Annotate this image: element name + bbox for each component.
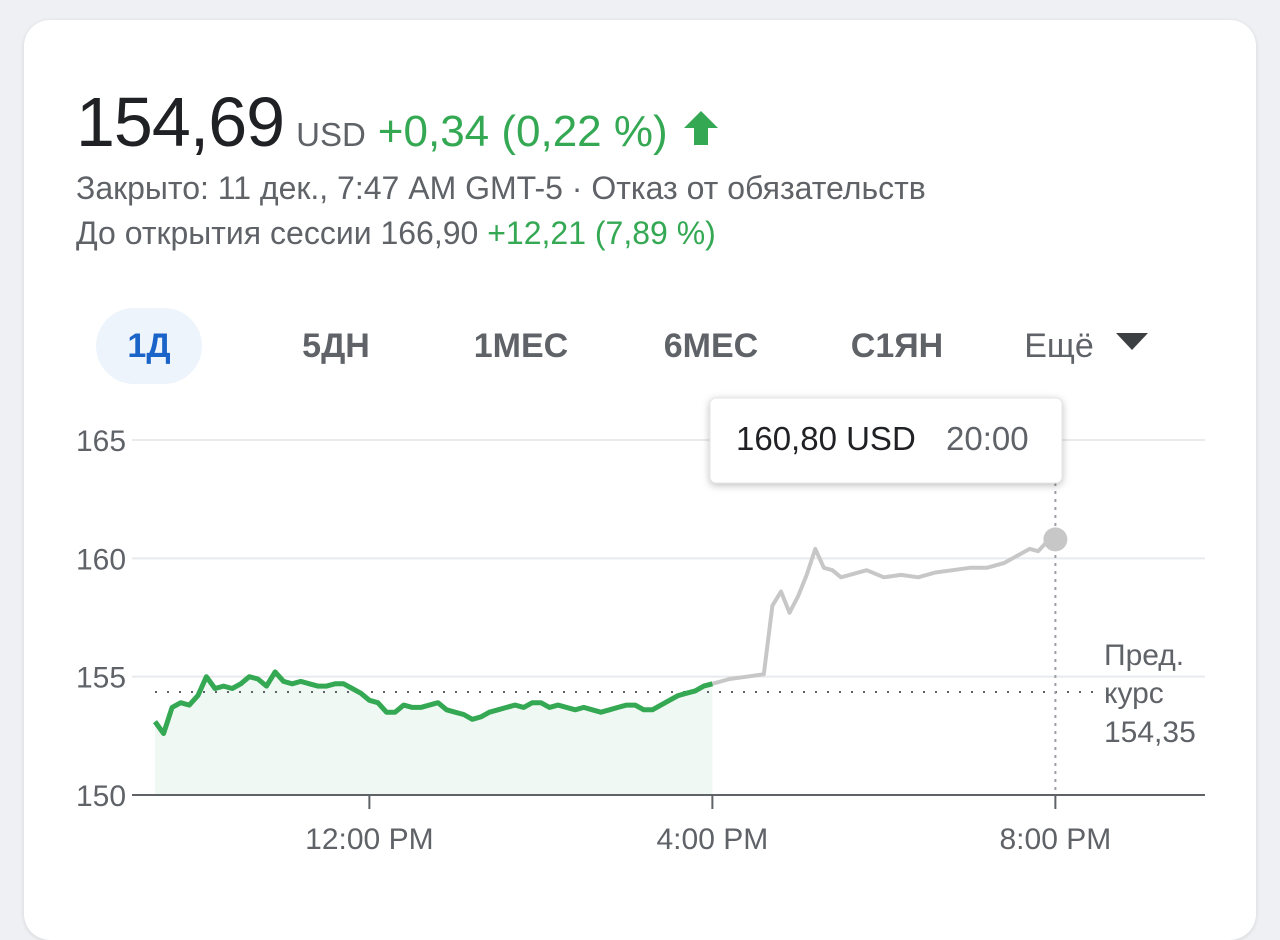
price-row: 154,69 USD +0,34 (0,22 %) — [76, 82, 720, 162]
tab-5d[interactable]: 5ДН — [302, 327, 370, 365]
tab-6m[interactable]: 6МЕС — [663, 327, 759, 365]
prev-close-value: 154,35 — [1104, 716, 1196, 749]
y-tick-label: 160 — [76, 543, 126, 576]
more-dropdown[interactable]: Ещё — [1016, 308, 1156, 384]
current-price: 154,69 — [76, 83, 285, 161]
tab-1m[interactable]: 1МЕС — [473, 327, 569, 365]
x-tick-label: 12:00 PM — [305, 823, 433, 856]
tooltip-time: 20:00 — [946, 420, 1029, 457]
y-tick-label: 150 — [76, 780, 126, 813]
close-time-and-disclaimer: Закрыто: 11 дек., 7:47 AM GMT-5 · Отказ … — [76, 170, 926, 206]
y-tick-label: 155 — [76, 662, 126, 695]
currency-label: USD — [296, 116, 366, 153]
tab-1d[interactable]: 1Д — [96, 308, 202, 384]
premarket-row: До открытия сессии 166,90 +12,21 (7,89 %… — [76, 215, 716, 252]
x-tick-label: 4:00 PM — [657, 823, 769, 856]
y-tick-label: 165 — [76, 425, 126, 458]
prev-close-label: Пред. курс 154,35 — [1104, 639, 1196, 749]
prev-close-label-line2: курс — [1104, 677, 1164, 710]
range-tabs: 1Д 5ДН 1МЕС 6МЕС С1ЯН Ещё — [96, 308, 1196, 384]
premarket-price: До открытия сессии 166,90 — [76, 215, 479, 251]
premarket-change: +12,21 (7,89 %) — [487, 215, 716, 251]
tab-ytd[interactable]: С1ЯН — [850, 327, 944, 365]
x-tick-label: 8:00 PM — [1000, 823, 1112, 856]
regular-session-series-line — [152, 669, 714, 736]
hover-point — [1043, 527, 1068, 552]
caret-down-icon — [1115, 302, 1148, 378]
tooltip-value: 160,80 USD — [736, 420, 916, 457]
prev-close-label-line1: Пред. — [1104, 639, 1184, 672]
market-status: Закрыто: 11 дек., 7:47 AM GMT-5 · Отказ … — [76, 170, 926, 207]
price-chart[interactable]: 165 160 155 150 12:00 PM 4:00 PM 8:00 PM Пред… — [0, 0, 1280, 913]
price-change: +0,34 (0,22 %) — [377, 107, 668, 156]
arrow-up-icon — [682, 108, 720, 153]
tooltip-box — [709, 397, 1063, 484]
after-hours-series-line — [711, 537, 1056, 686]
more-label: Ещё — [1024, 327, 1094, 365]
regular-session-area — [155, 671, 713, 795]
hover-tooltip: 160,80 USD 20:00 — [709, 397, 1063, 484]
